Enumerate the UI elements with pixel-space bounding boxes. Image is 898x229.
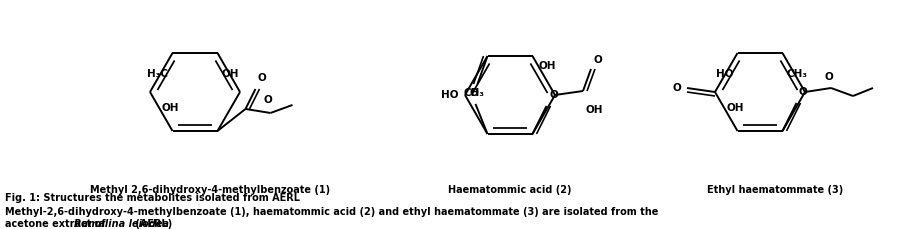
Text: O: O xyxy=(593,55,602,65)
Text: OH: OH xyxy=(585,105,603,115)
Text: O: O xyxy=(550,90,559,100)
Text: O: O xyxy=(798,87,807,97)
Text: Ramalina leiodea: Ramalina leiodea xyxy=(75,219,169,229)
Text: HO: HO xyxy=(442,90,459,100)
Text: OH: OH xyxy=(539,61,556,71)
Text: OH: OH xyxy=(162,103,180,113)
Text: Methyl-2,6-dihydroxy-4-methylbenzoate (1), haematommic acid (2) and ethyl haemat: Methyl-2,6-dihydroxy-4-methylbenzoate (1… xyxy=(5,207,658,217)
Text: H₃C: H₃C xyxy=(147,69,169,79)
Text: Fig. 1: Structures the metabolites isolated from AERL: Fig. 1: Structures the metabolites isola… xyxy=(5,193,300,203)
Text: CH₃: CH₃ xyxy=(787,69,807,79)
Text: O: O xyxy=(469,88,478,98)
Text: Methyl 2,6-dihydroxy-4-methylbenzoate (1): Methyl 2,6-dihydroxy-4-methylbenzoate (1… xyxy=(90,185,330,195)
Text: O: O xyxy=(824,72,833,82)
Text: acetone extract of: acetone extract of xyxy=(5,219,109,229)
Text: HO: HO xyxy=(716,69,734,79)
Text: OH: OH xyxy=(222,69,239,79)
Text: (AERL): (AERL) xyxy=(132,219,172,229)
Text: OH: OH xyxy=(726,103,744,113)
Text: O: O xyxy=(258,73,266,83)
Text: Ethyl haematommate (3): Ethyl haematommate (3) xyxy=(707,185,843,195)
Text: Haematommic acid (2): Haematommic acid (2) xyxy=(448,185,572,195)
Text: CH₃: CH₃ xyxy=(463,88,484,98)
Text: O: O xyxy=(673,83,681,93)
Text: O: O xyxy=(263,95,272,105)
